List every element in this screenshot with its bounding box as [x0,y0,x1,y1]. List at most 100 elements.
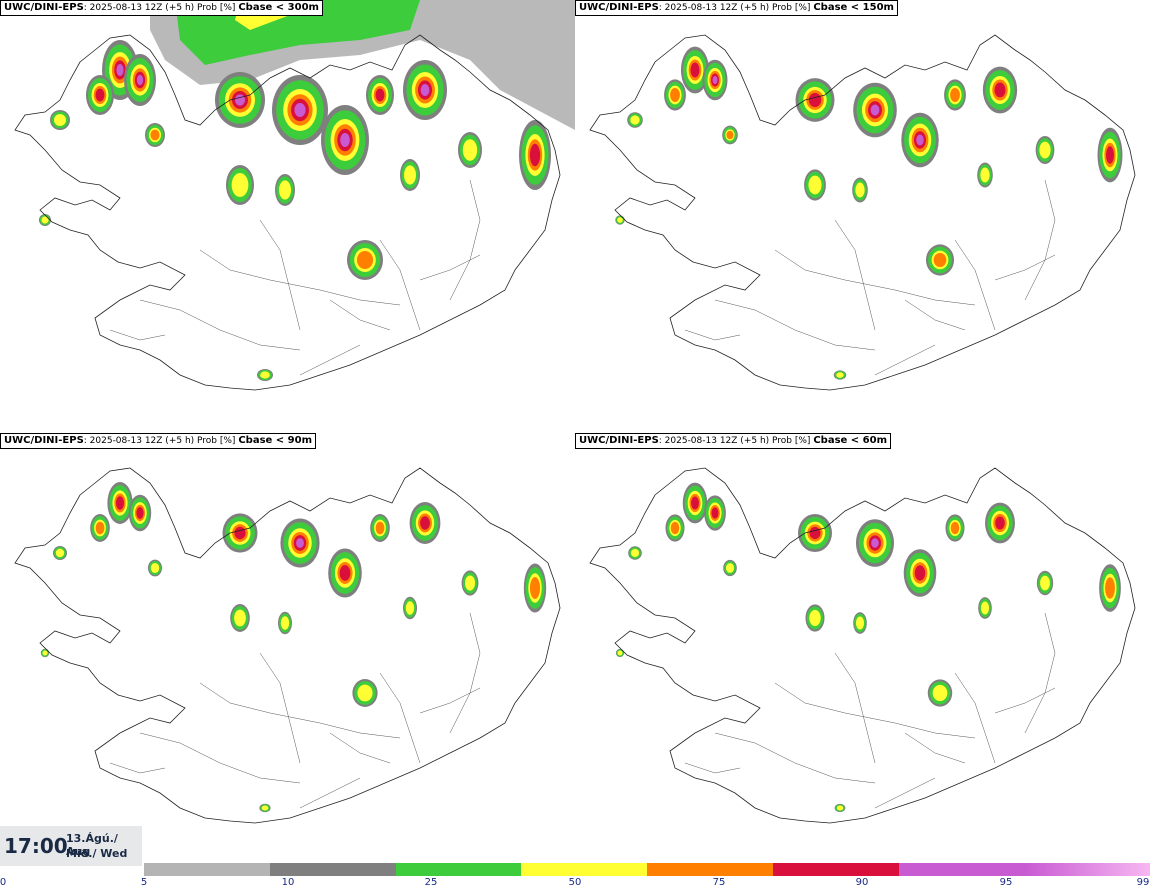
probability-area [855,616,865,630]
probability-area [294,103,306,117]
probability-area [340,133,350,147]
boundary-line [904,299,966,331]
probability-area [260,371,270,379]
boundary-line [954,672,996,764]
boundary-line [834,219,876,331]
probability-area [726,130,734,140]
probability-area [529,143,541,167]
valid-time-box: 17:00 13.Ágú./ Aug Mið./ Wed [0,826,142,866]
probability-area [670,521,680,535]
probability-area [980,601,990,615]
probability-area [1106,146,1114,164]
valid-time: 17:00 [4,834,68,858]
probability-colorbar [144,863,1150,876]
probability-area [914,565,926,581]
boundary-line [774,682,976,739]
coastline [14,467,561,824]
probability-area [41,216,49,224]
boundary-line [139,732,301,784]
map-panel-60m: UWC/DINI-EPS: 2025-08-13 12Z (+5 h) Prob… [575,433,1150,863]
probability-area [950,521,960,535]
iceland-map-300m [14,0,575,391]
probability-area [808,93,822,107]
colorbar-segment [898,863,1025,876]
boundary-line [449,179,481,301]
probability-area [150,562,160,574]
colorbar-tick-label: 25 [424,877,438,888]
probability-area [279,180,291,200]
probability-area [404,165,416,185]
probability-area [712,75,718,85]
colorbar-segment [395,863,522,876]
probability-area [617,650,623,656]
colorbar-tick-label: 99 [1136,877,1150,888]
colorbar-tick-label: 5 [140,877,148,888]
probability-area [1039,141,1051,159]
boundary-line [259,219,301,331]
map-panel-300m: UWC/DINI-EPS: 2025-08-13 12Z (+5 h) Prob… [0,0,575,430]
probability-area [855,182,865,198]
boundary-line [199,682,401,739]
probability-area [95,521,105,535]
probability-area [711,507,719,519]
probability-area [375,521,385,535]
probability-area [405,601,415,615]
boundary-line [874,344,936,376]
probability-area [116,64,124,76]
probability-area [115,496,125,510]
colorbar-segment [521,863,648,876]
boundary-line [379,672,421,764]
boundary-line [1024,179,1056,301]
probability-area [690,62,700,78]
colorbar-tick-label: 10 [281,877,295,888]
probability-area [356,251,374,269]
boundary-line [419,687,481,714]
probability-area [871,538,879,548]
probability-area [339,565,351,581]
iceland-map-150m [589,34,1136,391]
probability-area [420,84,430,96]
boundary-line [904,732,966,764]
probability-area [136,507,144,519]
probability-area [234,526,246,540]
boundary-line [379,239,421,331]
boundary-line [449,612,481,734]
boundary-line [299,344,361,376]
probability-area [950,87,960,103]
colorbar-tick-label: 50 [568,877,582,888]
boundary-line [954,239,996,331]
probability-area [462,139,478,161]
boundary-line [774,249,976,306]
valid-date: 13.Ágú./ Aug [66,832,118,858]
map-panel-90m: UWC/DINI-EPS: 2025-08-13 12Z (+5 h) Prob… [0,433,575,863]
probability-area [670,87,680,103]
boundary-line [139,299,301,351]
probability-area [1040,575,1050,591]
probability-area [691,496,699,510]
probability-area [809,609,821,627]
colorbar-tick-label: 0 [0,877,7,888]
probability-area [235,94,245,106]
valid-weekday: Mið./ Wed [66,847,128,860]
iceland-map-90m [14,467,561,824]
panel-title: UWC/DINI-EPS: 2025-08-13 12Z (+5 h) Prob… [0,0,323,16]
probability-area [280,616,290,630]
boundary-line [419,254,481,281]
probability-area [357,684,373,702]
boundary-line [259,652,301,764]
colorbar-segment [269,863,396,876]
boundary-line [714,299,876,351]
probability-area [916,134,924,146]
probability-area [932,684,948,702]
boundary-line [199,249,401,306]
panel-title: UWC/DINI-EPS: 2025-08-13 12Z (+5 h) Prob… [575,433,891,449]
probability-area [234,609,246,627]
probability-area [231,173,249,197]
iceland-map-60m [589,467,1136,824]
colorbar-segment [1024,863,1150,876]
probability-area [54,114,66,126]
probability-area [630,115,640,125]
panel-title: UWC/DINI-EPS: 2025-08-13 12Z (+5 h) Prob… [0,433,316,449]
boundary-line [109,329,166,341]
colorbar-tick-label: 90 [855,877,869,888]
